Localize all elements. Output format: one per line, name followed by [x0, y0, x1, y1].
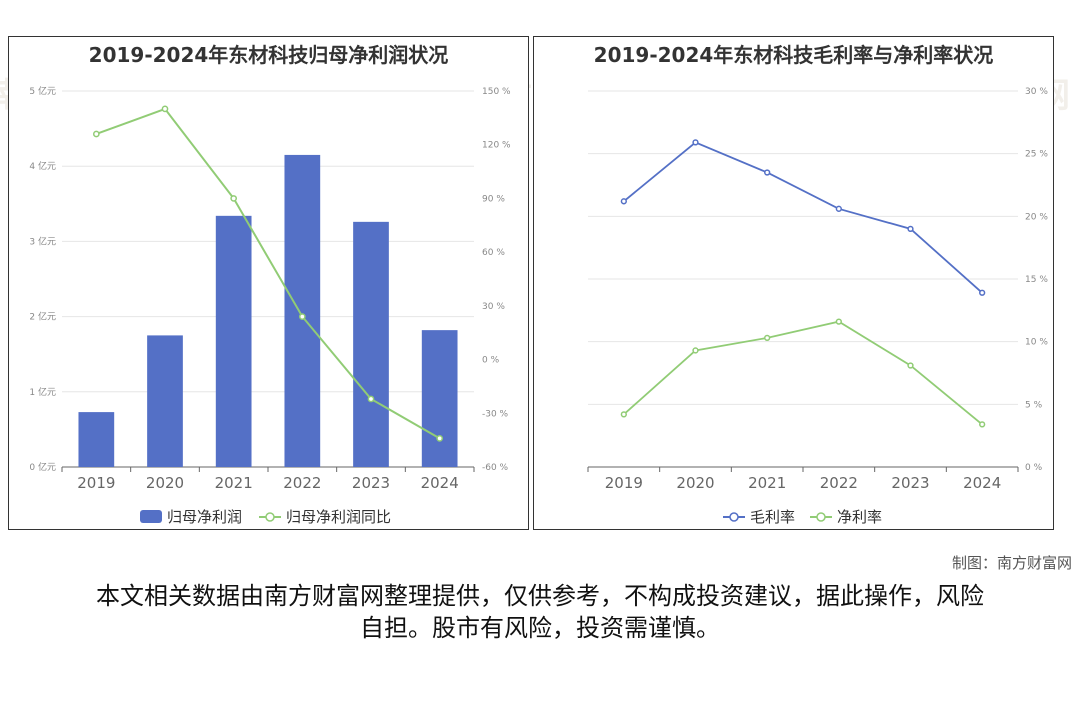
legend-swatch-marker	[729, 512, 739, 522]
y-left-tick-label: 3 亿元	[29, 235, 56, 247]
data-point	[620, 411, 627, 418]
data-point	[907, 362, 914, 369]
y-right-tick-label: 0 %	[482, 356, 500, 366]
series-line	[623, 320, 983, 426]
y-left-tick-label: 2 亿元	[29, 311, 56, 323]
y-right-tick-label: 60 %	[482, 248, 505, 258]
y-right-tick-label: 10 %	[1025, 338, 1048, 348]
data-point	[764, 334, 771, 342]
y-left-tick-label: 1 亿元	[29, 386, 56, 398]
y-left-tick-label: 4 亿元	[29, 160, 56, 172]
x-tick-label: 2022	[820, 474, 858, 492]
y-right-tick-label: 30 %	[482, 302, 505, 312]
bar	[215, 215, 252, 467]
data-point	[436, 435, 444, 442]
data-point	[692, 139, 699, 146]
x-tick-label: 2020	[676, 474, 714, 492]
chart-title: 2019-2024年东材科技毛利率与净利率状况	[593, 43, 994, 67]
x-tick-label: 2020	[146, 474, 184, 492]
y-left-tick-label: 5 亿元	[29, 85, 56, 97]
data-point	[161, 105, 169, 113]
data-point	[620, 198, 627, 205]
x-tick-label: 2023	[891, 474, 929, 492]
data-point	[835, 318, 842, 325]
legend-swatch-marker	[265, 512, 275, 522]
bar	[147, 335, 183, 467]
legend-label: 毛利率	[750, 508, 795, 526]
x-tick-label: 2019	[605, 474, 643, 492]
legend-swatch-marker	[816, 512, 826, 522]
bar	[421, 330, 458, 467]
legend-label: 归母净利润同比	[286, 508, 391, 526]
y-right-tick-label: 20 %	[1025, 212, 1048, 222]
data-point	[764, 169, 771, 176]
credit-text: 制图：南方财富网	[951, 554, 1072, 572]
data-point	[835, 205, 842, 212]
y-right-tick-label: -30 %	[482, 409, 509, 419]
bar	[78, 412, 115, 467]
y-right-tick-label: 5 %	[1025, 400, 1043, 410]
x-tick-label: 2021	[215, 474, 253, 492]
data-point	[298, 313, 306, 320]
data-point	[979, 289, 986, 296]
data-point	[907, 225, 914, 233]
data-point	[230, 195, 238, 202]
data-point	[979, 421, 986, 428]
y-right-tick-label: 25 %	[1025, 150, 1048, 160]
data-point	[367, 395, 375, 403]
x-tick-label: 2021	[748, 474, 786, 492]
data-point	[692, 347, 699, 354]
bar	[353, 221, 389, 467]
legend-label: 净利率	[837, 508, 882, 526]
series-line	[95, 107, 441, 440]
legend-label: 归母净利润	[167, 508, 242, 526]
y-right-tick-label: 90 %	[482, 194, 505, 204]
x-tick-label: 2024	[963, 474, 1001, 492]
chart-title: 2019-2024年东材科技归母净利润状况	[88, 43, 449, 67]
chart-margins: 0 % 5 % 10 % 15 % 20 % 25 % 30 % 2019 2020 2021 20…	[587, 87, 1048, 526]
data-point	[92, 130, 100, 138]
chart-panel-margins: 2019-2024年东材科技毛利率与净利率状况 0 % 5 % 10 % 15 % 20…	[533, 36, 1054, 530]
y-right-tick-label: 0 %	[1025, 463, 1043, 473]
y-right-tick-label: 120 %	[482, 141, 511, 151]
y-right-tick-label: 30 %	[1025, 87, 1048, 97]
x-tick-label: 2023	[352, 474, 390, 492]
series-line	[623, 141, 983, 294]
bar	[284, 154, 321, 468]
chart-panel-net-profit: 2019-2024年东材科技归母净利润状况 0 亿元 1 亿元 2 亿元 3 亿元 4 …	[8, 36, 529, 530]
legend-swatch-bar	[140, 510, 162, 523]
disclaimer-text: 本文相关数据由南方财富网整理提供，仅供参考，不构成投资建议，据此操作，风险自担。…	[96, 582, 984, 642]
y-right-tick-label: 150 %	[482, 87, 511, 97]
chart-net-profit: 0 亿元 1 亿元 2 亿元 3 亿元 4 亿元 5 亿元 -60 % -30 % 0 % 30 …	[29, 85, 511, 526]
y-right-tick-label: -60 %	[482, 463, 509, 473]
y-right-tick-label: 15 %	[1025, 275, 1048, 285]
x-tick-label: 2022	[283, 474, 321, 492]
x-tick-label: 2024	[421, 474, 459, 492]
x-tick-label: 2019	[77, 474, 115, 492]
y-left-tick-label: 0 亿元	[29, 461, 56, 473]
